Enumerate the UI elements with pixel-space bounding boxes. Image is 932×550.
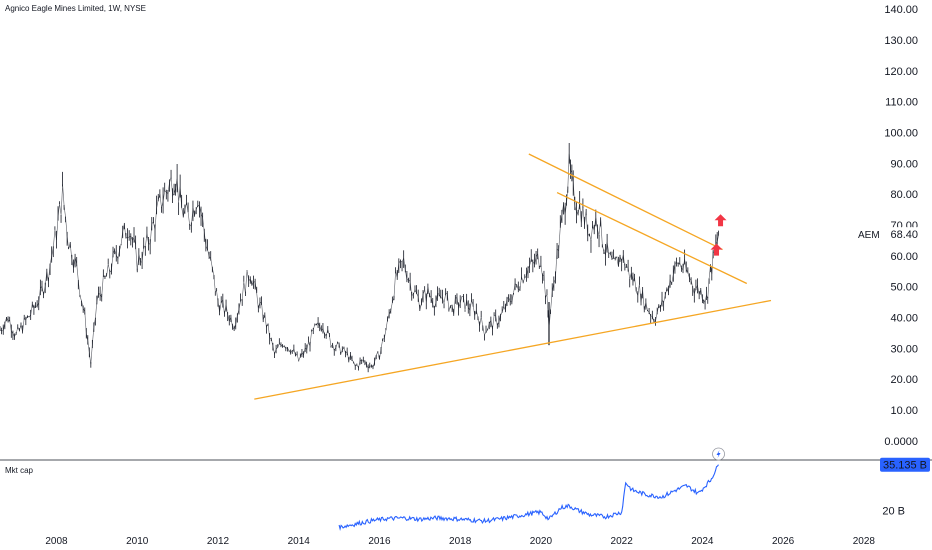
y-tick-label: 50.00 [890, 282, 918, 294]
y-tick-label: 140.00 [884, 4, 918, 16]
x-tick-label: 2014 [288, 536, 311, 547]
y-tick-label: 100.00 [884, 127, 918, 139]
y-tick-label: 130.00 [884, 35, 918, 47]
x-tick-label: 2016 [368, 536, 391, 547]
x-tick-label: 2026 [772, 536, 795, 547]
y-tick-label: 60.00 [890, 251, 918, 263]
up-arrow-icon [710, 243, 723, 256]
up-arrow-icon [714, 214, 727, 227]
trend-line-2 [528, 153, 723, 251]
y-tick-label: 30.00 [890, 343, 918, 355]
y-tick-label: 120.00 [884, 66, 918, 78]
mktcap-value: 35.135 B [883, 460, 927, 472]
x-tick-label: 2008 [45, 536, 68, 547]
y-tick-label: 90.00 [890, 158, 918, 170]
trend-line-1 [254, 299, 772, 400]
price-line [0, 153, 719, 369]
y-tick-label: 80.00 [890, 189, 918, 201]
y-tick-label: 10.00 [890, 405, 918, 417]
lightning-bolt-icon [716, 450, 721, 458]
x-tick-label: 2024 [691, 536, 714, 547]
last-price-value: 68.40 [890, 229, 918, 241]
x-tick-label: 2010 [126, 536, 149, 547]
x-tick-label: 2018 [449, 536, 472, 547]
x-tick-label: 2022 [611, 536, 634, 547]
x-tick-label: 2020 [530, 536, 553, 547]
trend-line-3 [556, 191, 748, 285]
y-tick-label: 110.00 [885, 97, 918, 109]
last-price-badge [884, 227, 930, 242]
y-tick-label: 0.0000 [884, 436, 918, 448]
x-tick-label: 2028 [853, 536, 876, 547]
symbol-label: AEM [858, 230, 880, 241]
y-tick-label: 20.00 [890, 374, 918, 386]
x-tick-label: 2012 [207, 536, 230, 547]
mktcap-line [338, 464, 719, 532]
y-tick-label: 40.00 [890, 312, 918, 324]
mktcap-pane-label: Mkt cap [5, 466, 34, 475]
mktcap-y-tick-label: 20 B [882, 506, 905, 518]
mktcap-badge [880, 457, 930, 472]
chart-title: Agnico Eagle Mines Limited, 1W, NYSE [5, 4, 146, 13]
